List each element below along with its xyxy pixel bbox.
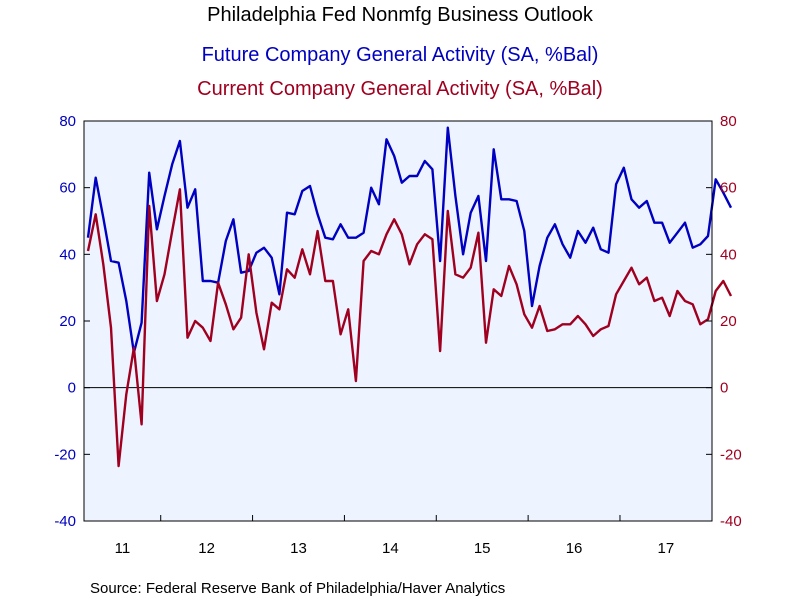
- left-tick-label: 0: [68, 380, 76, 397]
- plot-area: [84, 121, 712, 521]
- right-tick-label: 80: [720, 113, 737, 130]
- legend-current: Current Company General Activity (SA, %B…: [197, 78, 603, 100]
- series-line-current: [86, 188, 733, 468]
- x-tick-label: 15: [474, 540, 491, 557]
- source-note: Source: Federal Reserve Bank of Philadel…: [90, 580, 505, 597]
- left-tick-label: 20: [59, 313, 76, 330]
- left-tick-label: 40: [59, 246, 76, 263]
- right-tick-label: -20: [720, 446, 742, 463]
- series-group: [86, 126, 733, 468]
- left-tick-label: -20: [54, 446, 76, 463]
- right-tick-label: 0: [720, 380, 728, 397]
- x-tick-label: 17: [658, 540, 675, 557]
- x-tick-label: 13: [290, 540, 307, 557]
- right-tick-label: -40: [720, 513, 742, 530]
- left-tick-label: -40: [54, 513, 76, 530]
- x-tick-label: 14: [382, 540, 399, 557]
- left-tick-label: 80: [59, 113, 76, 130]
- left-tick-label: 60: [59, 180, 76, 197]
- right-tick-label: 60: [720, 180, 737, 197]
- x-tick-label: 12: [198, 540, 215, 557]
- x-tick-label: 11: [115, 540, 131, 557]
- chart-title: Philadelphia Fed Nonmfg Business Outlook: [207, 4, 594, 26]
- axes-group: 80 60 40 20 0 -20 -40 80 60 40 20 0 -20 -40 11 12 13 14 15…: [54, 113, 741, 557]
- series-line-future: [86, 126, 733, 354]
- right-tick-label: 20: [720, 313, 737, 330]
- right-tick-label: 40: [720, 246, 737, 263]
- x-tick-label: 16: [566, 540, 583, 557]
- legend-future: Future Company General Activity (SA, %Ba…: [202, 44, 599, 66]
